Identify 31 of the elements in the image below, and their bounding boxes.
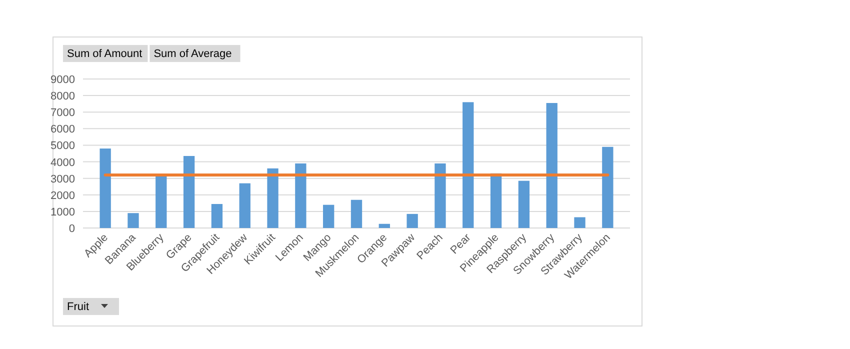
y-tick-label: 9000 <box>50 74 75 86</box>
y-tick-label: 4000 <box>50 156 75 169</box>
text: Sum of Average <box>154 48 232 60</box>
y-tick-label: 6000 <box>50 124 75 136</box>
y-tick-label: 7000 <box>50 107 75 120</box>
bar <box>350 200 362 228</box>
bar <box>574 217 586 228</box>
y-tick-label: 3000 <box>50 173 75 186</box>
x-axis-title: Fruit <box>67 301 89 313</box>
bar <box>323 204 334 228</box>
y-tick-label: 0 <box>68 223 75 235</box>
bar <box>546 103 558 228</box>
y-tick-label: 2000 <box>50 190 75 202</box>
y-tick-label: 1000 <box>50 206 75 218</box>
bar <box>434 163 446 228</box>
text: Sum of Amount <box>67 48 142 60</box>
bar <box>156 175 167 228</box>
bar <box>378 224 390 228</box>
bar <box>406 214 418 228</box>
bar <box>100 148 111 228</box>
bar <box>183 156 195 228</box>
bar <box>462 102 474 228</box>
bar <box>128 213 139 228</box>
bar <box>295 163 306 228</box>
bar <box>518 180 530 228</box>
y-tick-label: 8000 <box>50 90 75 103</box>
bar <box>211 204 223 228</box>
bar <box>239 183 250 228</box>
bar <box>602 146 614 228</box>
y-tick-label: 5000 <box>50 140 75 152</box>
bar <box>267 168 278 228</box>
